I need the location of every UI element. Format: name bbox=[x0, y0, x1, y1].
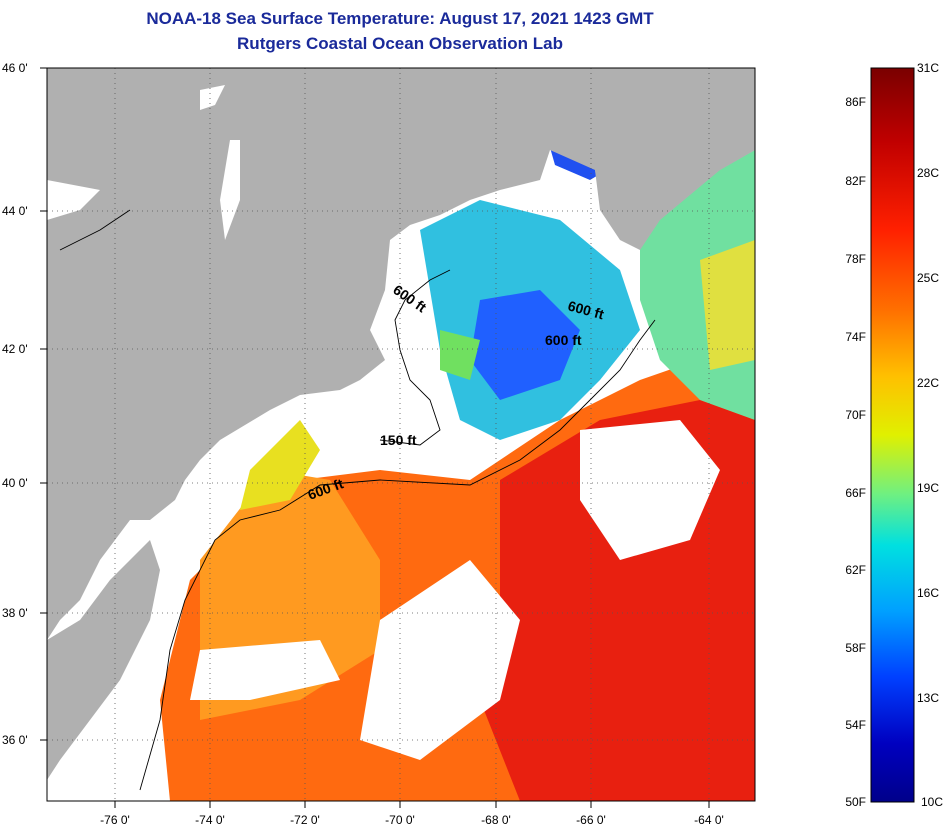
colorbar-fahrenheit-label: 50F bbox=[845, 795, 866, 809]
scotian-shelf-yellow bbox=[700, 240, 755, 370]
cold-water-patch bbox=[470, 290, 580, 400]
colorbar-celsius-label: 28C bbox=[917, 166, 939, 180]
yellow-shelf-water bbox=[240, 420, 320, 510]
lon-label: -72 0' bbox=[290, 813, 320, 827]
lat-label: 36 0' bbox=[2, 733, 28, 747]
lon-label: -74 0' bbox=[195, 813, 225, 827]
colorbar-fahrenheit-label: 86F bbox=[845, 95, 866, 109]
bathymetry-contours bbox=[59, 209, 656, 791]
lat-label: 46 0' bbox=[2, 61, 28, 75]
lat-label: 42 0' bbox=[2, 342, 28, 356]
colorbar-celsius-label: 22C bbox=[917, 376, 939, 390]
lon-label: -64 0' bbox=[694, 813, 724, 827]
lat-label: 38 0' bbox=[2, 606, 28, 620]
lon-label: -76 0' bbox=[100, 813, 130, 827]
cloud-patch bbox=[190, 640, 340, 700]
lake bbox=[200, 85, 225, 110]
colorbar-fahrenheit-label: 78F bbox=[845, 252, 866, 266]
land-nova-scotia bbox=[595, 100, 755, 240]
cloud-patch bbox=[580, 420, 720, 560]
contour-label: 150 ft bbox=[380, 432, 417, 448]
colorbar-fahrenheit-label: 82F bbox=[845, 174, 866, 188]
colorbar-celsius-label: 13C bbox=[917, 691, 939, 705]
map-border bbox=[46, 67, 756, 802]
lon-label: -66 0' bbox=[576, 813, 606, 827]
colorbar-fahrenheit-label: 66F bbox=[845, 486, 866, 500]
green-water-patch bbox=[440, 330, 480, 380]
colorbar-fahrenheit-label: 58F bbox=[845, 641, 866, 655]
lat-label: 44 0' bbox=[2, 204, 28, 218]
colorbar-fahrenheit-label: 62F bbox=[845, 563, 866, 577]
colorbar-fahrenheit-label: 70F bbox=[845, 408, 866, 422]
colorbar-fahrenheit-label: 54F bbox=[845, 718, 866, 732]
map-grid bbox=[47, 68, 755, 801]
colorbar bbox=[870, 67, 915, 803]
chart-subtitle: Rutgers Coastal Ocean Observation Lab bbox=[237, 34, 563, 53]
lake bbox=[220, 140, 240, 240]
colorbar-celsius-label: 16C bbox=[917, 586, 939, 600]
lat-label: 40 0' bbox=[2, 476, 28, 490]
colorbar-celsius-label: 10C bbox=[921, 795, 943, 809]
lake bbox=[47, 180, 100, 220]
chart-title: NOAA-18 Sea Surface Temperature: August … bbox=[146, 9, 654, 28]
lon-label: -68 0' bbox=[481, 813, 511, 827]
colorbar-celsius-label: 31C bbox=[917, 61, 939, 75]
land-delmarva bbox=[47, 540, 160, 780]
contour-label: 600 ft bbox=[545, 332, 582, 348]
colorbar-celsius-label: 25C bbox=[917, 271, 939, 285]
cloud-patch bbox=[360, 560, 520, 760]
colorbar-celsius-label: 19C bbox=[917, 481, 939, 495]
lon-label: -70 0' bbox=[385, 813, 415, 827]
axis-ticks bbox=[40, 67, 710, 808]
colorbar-fahrenheit-label: 74F bbox=[845, 330, 866, 344]
